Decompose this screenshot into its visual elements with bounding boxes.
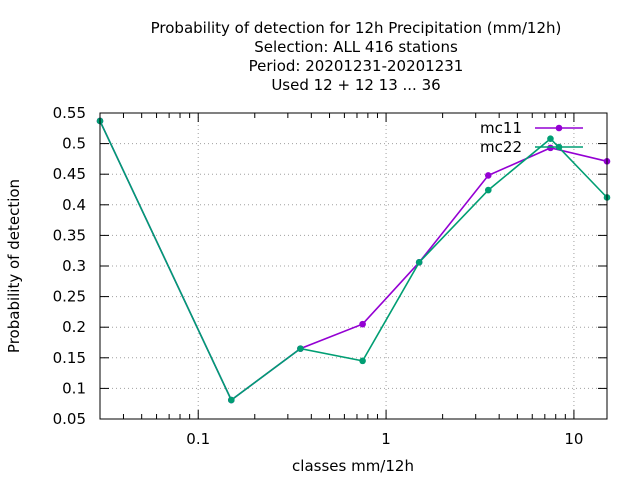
data-point-mc22 bbox=[484, 186, 492, 194]
y-tick-label: 0.15 bbox=[53, 349, 86, 367]
y-tick-label: 0.35 bbox=[53, 226, 86, 244]
y-tick-label: 0.3 bbox=[62, 257, 86, 275]
data-point-mc22 bbox=[228, 396, 235, 404]
x-tick-label: 0.1 bbox=[186, 430, 210, 448]
y-tick-label: 0.25 bbox=[53, 288, 86, 306]
data-point-mc22 bbox=[297, 345, 304, 352]
grid bbox=[100, 113, 607, 419]
chart-title-line: Probability of detection for 12h Precipi… bbox=[151, 19, 562, 37]
y-tick-label: 0.45 bbox=[53, 165, 86, 183]
legend-label: mc11 bbox=[480, 119, 522, 137]
x-axis-label: classes mm/12h bbox=[292, 457, 414, 475]
x-tick-label: 1 bbox=[381, 430, 391, 448]
legend-label: mc22 bbox=[480, 138, 522, 156]
chart-title-line: Period: 20201231-20201231 bbox=[249, 57, 464, 75]
y-axis-label: Probability of detection bbox=[5, 179, 23, 353]
legend-marker bbox=[555, 143, 563, 151]
data-point-mc11 bbox=[484, 172, 492, 179]
series bbox=[96, 117, 611, 404]
chart-title-line: Selection: ALL 416 stations bbox=[254, 38, 458, 56]
data-point-mc22 bbox=[415, 259, 423, 266]
y-tick-label: 0.05 bbox=[53, 410, 86, 428]
data-point-mc11 bbox=[547, 144, 554, 152]
y-tick-label: 0.55 bbox=[53, 104, 86, 122]
y-tick-label: 0.2 bbox=[62, 318, 86, 336]
y-tick-label: 0.5 bbox=[62, 135, 86, 153]
y-tick-label: 0.1 bbox=[62, 379, 86, 397]
chart-title-line: Used 12 + 12 13 ... 36 bbox=[271, 76, 440, 94]
plot-frame bbox=[99, 112, 608, 420]
data-point-mc22 bbox=[359, 357, 366, 365]
data-point-mc22 bbox=[547, 135, 554, 143]
ticks: 0.05 0.1 0.15 0.2 0.25 0.3 0.35 0.4 0.45 0.5 0.55 0… bbox=[53, 104, 607, 448]
x-tick-label: 10 bbox=[564, 430, 583, 448]
chart-title: Probability of detection for 12h Precipi… bbox=[151, 19, 562, 94]
y-tick-label: 0.4 bbox=[62, 196, 86, 214]
data-point-mc11 bbox=[359, 320, 366, 328]
legend-marker bbox=[555, 124, 563, 132]
